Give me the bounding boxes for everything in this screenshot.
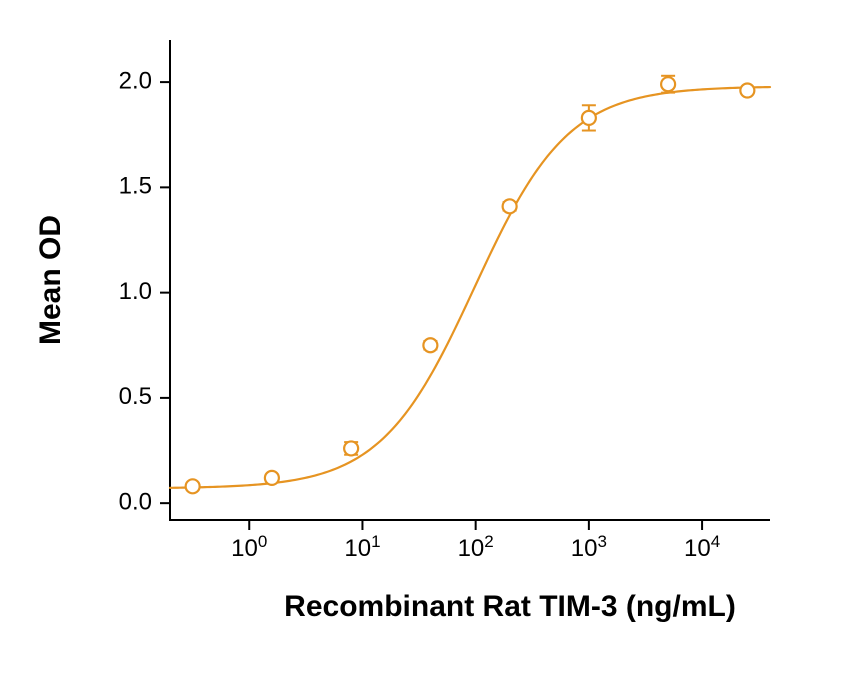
x-tick-label: 101 bbox=[344, 532, 380, 563]
dose-response-chart: 0.0 0.5 1.0 1.5 2.0 100 101 102 103 104 Mean OD Rec… bbox=[0, 0, 852, 681]
data-point bbox=[740, 84, 754, 98]
data-point bbox=[661, 77, 675, 91]
data-point bbox=[582, 111, 596, 125]
x-tick-label: 100 bbox=[231, 532, 267, 563]
x-axis-title: Recombinant Rat TIM-3 (ng/mL) bbox=[284, 590, 736, 623]
fit-curve bbox=[170, 87, 770, 488]
data-point bbox=[503, 199, 517, 213]
y-tick-label: 0.5 bbox=[119, 383, 152, 410]
y-axis-title: Mean OD bbox=[34, 215, 67, 345]
y-tick-label: 1.5 bbox=[119, 173, 152, 200]
chart-svg: 0.0 0.5 1.0 1.5 2.0 100 101 102 103 104 Mean OD Rec… bbox=[0, 0, 852, 681]
data-point bbox=[423, 338, 437, 352]
x-tick-label: 103 bbox=[571, 532, 607, 563]
x-tick-label: 102 bbox=[458, 532, 494, 563]
y-tick-label: 2.0 bbox=[119, 67, 152, 94]
x-tick-label: 104 bbox=[684, 532, 720, 563]
data-point bbox=[265, 471, 279, 485]
y-tick-label: 0.0 bbox=[119, 489, 152, 516]
data-point bbox=[186, 479, 200, 493]
y-tick-label: 1.0 bbox=[119, 278, 152, 305]
data-point bbox=[344, 441, 358, 455]
